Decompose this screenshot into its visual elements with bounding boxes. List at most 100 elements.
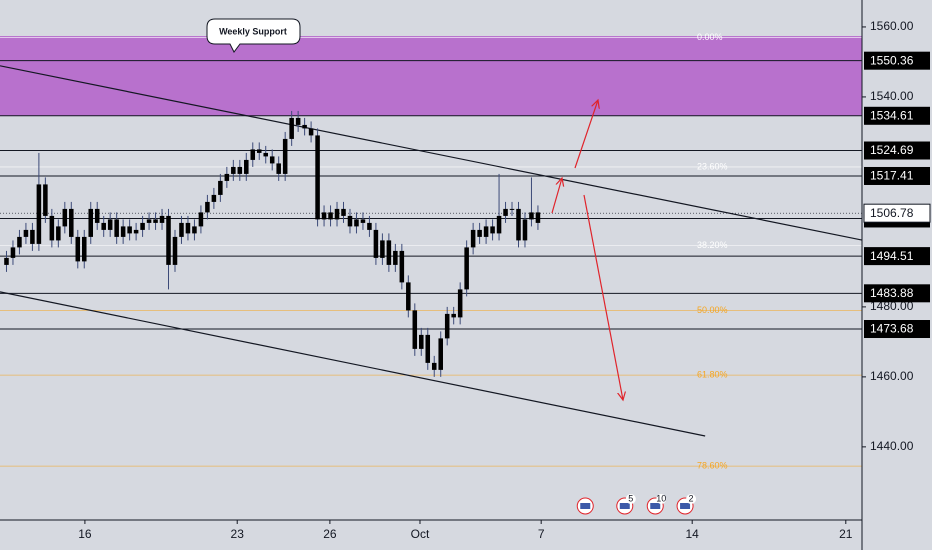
candle-body	[360, 219, 366, 223]
candle-body	[308, 128, 314, 136]
candle-body	[166, 215, 171, 265]
price-tag-label: 1534.61	[870, 108, 914, 122]
candle-body	[373, 229, 379, 258]
price-tag-label: 1517.41	[870, 169, 914, 183]
price-tag-label: 1524.69	[870, 143, 914, 157]
fib-label: 0.00%	[697, 32, 723, 42]
candle-body	[56, 226, 61, 241]
candle-body	[237, 166, 243, 174]
candle-body	[159, 215, 165, 223]
candle-body	[107, 219, 113, 230]
candle-body	[341, 208, 346, 216]
y-tick-label: 1560.00	[870, 19, 914, 33]
candle-body	[425, 334, 431, 363]
candle-body	[289, 117, 294, 139]
y-tick-label: 1440.00	[870, 439, 914, 453]
candle-body	[419, 334, 424, 349]
candle-body	[451, 313, 456, 318]
candle-body	[431, 362, 437, 370]
candle-body	[490, 226, 495, 234]
candle-body	[256, 149, 262, 153]
candle-body	[399, 250, 405, 283]
candle-body	[49, 215, 55, 241]
y-tick-label: 1460.00	[870, 369, 914, 383]
event-count-bg	[656, 494, 667, 504]
arrow	[583, 194, 623, 400]
candle-body	[282, 138, 288, 174]
candle-body	[43, 184, 48, 216]
price-tag	[864, 141, 930, 160]
candle-body	[535, 212, 541, 223]
candle-body	[224, 173, 230, 181]
x-tick-label: 7	[538, 527, 545, 541]
event-flag	[650, 503, 661, 509]
arrow	[574, 100, 598, 169]
fib-label: 23.60%	[697, 161, 728, 171]
candle-body	[438, 338, 443, 370]
candle-body	[380, 240, 385, 258]
candle-body	[529, 212, 534, 220]
x-tick-label: 21	[839, 527, 853, 541]
price-tag	[864, 166, 930, 185]
candle-body	[205, 201, 210, 213]
event-count: 5	[628, 493, 633, 503]
candle-body	[464, 247, 469, 290]
candle-body	[140, 222, 145, 230]
price-tag	[864, 284, 930, 303]
fib-label: 38.20%	[697, 240, 728, 250]
candle-body	[192, 226, 197, 234]
candle-body	[470, 229, 476, 248]
price-tag	[864, 106, 930, 125]
x-tick-label: 23	[231, 527, 245, 541]
candle-body	[36, 184, 42, 244]
candle-body	[503, 208, 508, 216]
current-price-label: 1506.78	[870, 206, 914, 220]
current-price-tag	[863, 203, 931, 223]
candle-body	[321, 212, 327, 220]
price-tag-label: 1483.88	[870, 286, 914, 300]
candle-body	[69, 208, 74, 237]
candle-body	[198, 212, 204, 227]
candle-body	[276, 163, 281, 174]
candle-body	[315, 135, 320, 220]
candle-body	[302, 124, 307, 129]
candle-body	[393, 250, 398, 265]
candle-body	[146, 219, 152, 223]
event-count-bg	[686, 494, 697, 504]
candle-body	[367, 222, 372, 230]
arrows	[551, 100, 623, 400]
candle-body	[250, 149, 256, 160]
event-flag	[619, 503, 630, 509]
price-tag-label: 1494.51	[870, 249, 914, 263]
candle-body	[328, 212, 333, 220]
candle-body	[133, 229, 139, 234]
callout: Weekly Support	[206, 18, 301, 53]
candle-body	[30, 229, 35, 244]
candle-body	[269, 156, 275, 164]
price-tag	[864, 247, 930, 266]
event-flag	[680, 503, 691, 509]
x-tick-label: Oct	[411, 527, 430, 541]
candle-body	[347, 215, 353, 227]
candle-body	[522, 219, 528, 241]
callout-text: Weekly Support	[219, 26, 287, 36]
candle-body	[75, 236, 81, 262]
candle-body	[185, 222, 191, 234]
candle-body	[263, 152, 268, 157]
candle-body	[386, 240, 392, 265]
price-tag-label: 1473.68	[870, 322, 914, 336]
candle-body	[179, 222, 184, 237]
fib-label: 61.80%	[697, 370, 728, 380]
candle-body	[354, 219, 359, 227]
candle-body	[114, 219, 119, 237]
candle-body	[231, 166, 236, 174]
event-count: 10	[656, 493, 666, 503]
arrow	[551, 178, 562, 214]
price-tag	[864, 320, 930, 339]
price-tag	[864, 51, 930, 70]
candle-body	[218, 180, 223, 195]
candle-body	[17, 236, 22, 248]
candle-body	[295, 117, 301, 125]
candle-body	[483, 226, 489, 237]
x-tick-label: 14	[686, 527, 700, 541]
